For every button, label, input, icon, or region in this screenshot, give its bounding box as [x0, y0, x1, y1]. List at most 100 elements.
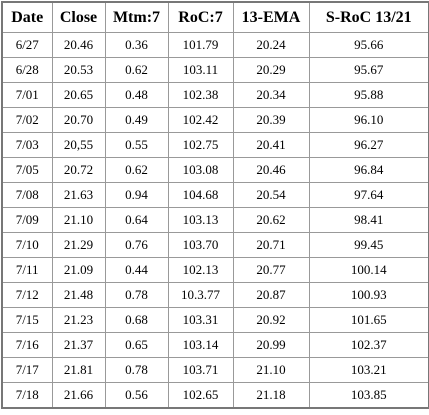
table-cell: 21.29	[51, 232, 106, 258]
table-cell: 20.65	[51, 82, 106, 108]
table-row: 7/10 21.29 0.76 103.70 20.71 99.45	[1, 232, 429, 258]
table-cell: 103.85	[308, 382, 429, 409]
table-row: 6/28 20.53 0.62 103.11 20.29 95.67	[1, 57, 429, 83]
table-cell: 7/16	[1, 332, 53, 358]
table-cell: 21.09	[51, 257, 106, 283]
table-cell: 20.72	[51, 157, 106, 183]
table-cell: 7/01	[1, 82, 53, 108]
table-cell: 96.84	[308, 157, 429, 183]
table-cell: 7/18	[1, 382, 53, 409]
table-cell: 102.38	[167, 82, 234, 108]
table-cell: 0.64	[104, 207, 169, 233]
table-cell: 21.23	[51, 307, 106, 333]
table-row: 7/18 21.66 0.56 102.65 21.18 103.85	[1, 382, 429, 409]
header-cell: Close	[51, 1, 106, 33]
table-row: 7/17 21.81 0.78 103.71 21.10 103.21	[1, 357, 429, 383]
table-cell: 100.14	[308, 257, 429, 283]
table-cell: 102.42	[167, 107, 234, 133]
table-cell: 7/11	[1, 257, 53, 283]
table-body: 6/27 20.46 0.36 101.79 20.24 95.66 6/28 20.53 0.…	[1, 32, 429, 409]
table-cell: 6/28	[1, 57, 53, 83]
table-cell: 0.48	[104, 82, 169, 108]
table-cell: 20.46	[232, 157, 310, 183]
table-cell: 21.81	[51, 357, 106, 383]
table-cell: 20,55	[51, 132, 106, 158]
table-cell: 20.92	[232, 307, 310, 333]
table-cell: 102.37	[308, 332, 429, 358]
table-cell: 20.54	[232, 182, 310, 208]
table-cell: 0.94	[104, 182, 169, 208]
table-cell: 7/10	[1, 232, 53, 258]
table-cell: 98.41	[308, 207, 429, 233]
table-cell: 96.27	[308, 132, 429, 158]
table-cell: 21.10	[232, 357, 310, 383]
table-cell: 21.66	[51, 382, 106, 409]
table-cell: 0.78	[104, 282, 169, 308]
table-cell: 7/09	[1, 207, 53, 233]
header-cell: Mtm:7	[104, 1, 169, 33]
header-cell: RoC:7	[167, 1, 234, 33]
table-cell: 103.13	[167, 207, 234, 233]
table-cell: 0.44	[104, 257, 169, 283]
table-cell: 21.63	[51, 182, 106, 208]
table-cell: 7/08	[1, 182, 53, 208]
table-cell: 20.46	[51, 32, 106, 58]
table-cell: 101.65	[308, 307, 429, 333]
table-cell: 20.53	[51, 57, 106, 83]
table-cell: 20.41	[232, 132, 310, 158]
table-cell: 21.37	[51, 332, 106, 358]
table-cell: 95.67	[308, 57, 429, 83]
table-row: 7/16 21.37 0.65 103.14 20.99 102.37	[1, 332, 429, 358]
table-cell: 0.62	[104, 157, 169, 183]
table-row: 7/15 21.23 0.68 103.31 20.92 101.65	[1, 307, 429, 333]
table-row: 7/05 20.72 0.62 103.08 20.46 96.84	[1, 157, 429, 183]
header-cell: S-RoC 13/21	[308, 1, 429, 33]
table-cell: 102.75	[167, 132, 234, 158]
table-cell: 21.48	[51, 282, 106, 308]
table-cell: 103.21	[308, 357, 429, 383]
table-cell: 0.68	[104, 307, 169, 333]
table-cell: 20.99	[232, 332, 310, 358]
table-cell: 0.56	[104, 382, 169, 409]
table-cell: 21.10	[51, 207, 106, 233]
table-cell: 104.68	[167, 182, 234, 208]
table-cell: 0.78	[104, 357, 169, 383]
table-cell: 7/12	[1, 282, 53, 308]
table-cell: 21.18	[232, 382, 310, 409]
table-cell: 102.13	[167, 257, 234, 283]
table-cell: 103.14	[167, 332, 234, 358]
table-cell: 102.65	[167, 382, 234, 409]
table-cell: 0.55	[104, 132, 169, 158]
table-cell: 7/05	[1, 157, 53, 183]
table-cell: 99.45	[308, 232, 429, 258]
table-cell: 95.88	[308, 82, 429, 108]
table-cell: 20.71	[232, 232, 310, 258]
table-cell: 0.62	[104, 57, 169, 83]
table-cell: 20.87	[232, 282, 310, 308]
table-cell: 103.71	[167, 357, 234, 383]
table-cell: 103.11	[167, 57, 234, 83]
table-cell: 0.49	[104, 107, 169, 133]
table-cell: 0.36	[104, 32, 169, 58]
table-cell: 103.31	[167, 307, 234, 333]
table-row: 7/12 21.48 0.78 10.3.77 20.87 100.93	[1, 282, 429, 308]
table-row: 7/02 20.70 0.49 102.42 20.39 96.10	[1, 107, 429, 133]
table-cell: 0.76	[104, 232, 169, 258]
header-cell: Date	[1, 1, 53, 33]
table-row: 7/01 20.65 0.48 102.38 20.34 95.88	[1, 82, 429, 108]
table-cell: 20.34	[232, 82, 310, 108]
table-cell: 103.08	[167, 157, 234, 183]
table-row: 7/11 21.09 0.44 102.13 20.77 100.14	[1, 257, 429, 283]
header-cell: 13-EMA	[232, 1, 310, 33]
table-cell: 7/03	[1, 132, 53, 158]
table-row: 7/08 21.63 0.94 104.68 20.54 97.64	[1, 182, 429, 208]
table-row: 6/27 20.46 0.36 101.79 20.24 95.66	[1, 32, 429, 58]
table-cell: 101.79	[167, 32, 234, 58]
table-cell: 7/02	[1, 107, 53, 133]
table-cell: 0.65	[104, 332, 169, 358]
table-cell: 6/27	[1, 32, 53, 58]
table-cell: 20.29	[232, 57, 310, 83]
table-cell: 103.70	[167, 232, 234, 258]
